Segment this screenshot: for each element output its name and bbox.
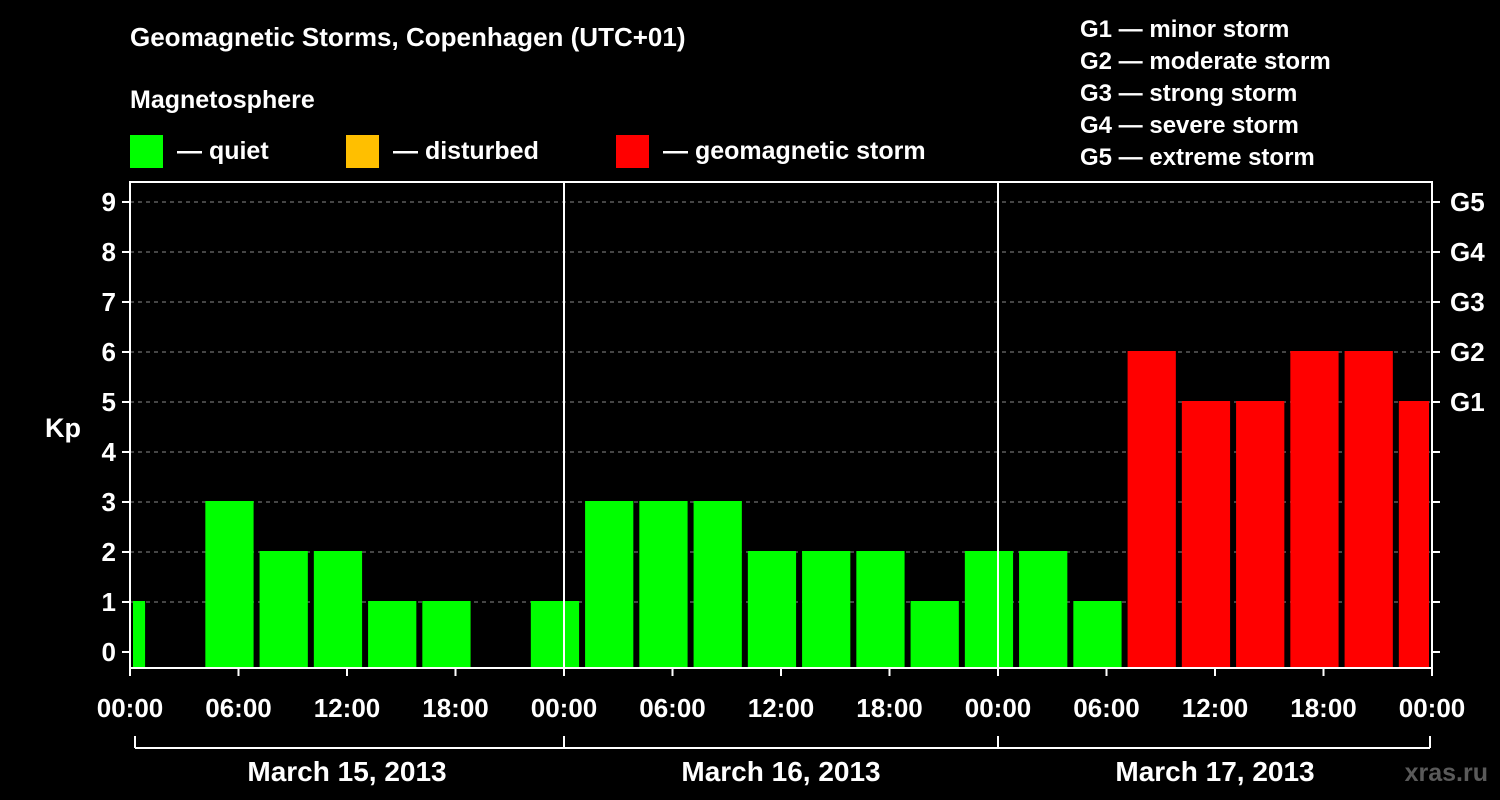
y-tick-label: 2 [102, 537, 116, 567]
kp-bar [313, 551, 363, 668]
legend-swatch-storm [616, 134, 649, 168]
g-scale-label: G2 [1450, 337, 1485, 367]
x-tick-label: 00:00 [1399, 693, 1466, 723]
g-scale-label: G1 [1450, 387, 1485, 417]
kp-bar [585, 501, 634, 668]
kp-bar [856, 551, 905, 668]
kp-bar [1344, 351, 1393, 668]
kp-bar [747, 551, 797, 668]
x-tick-label: 06:00 [639, 693, 706, 723]
storm-scale-g1: G1 — minor storm [1080, 16, 1290, 43]
kp-bar [802, 551, 851, 668]
y-axis-label: Kp [45, 413, 81, 443]
chart-title: Geomagnetic Storms, Copenhagen (UTC+01) [130, 22, 686, 52]
x-tick-label: 18:00 [1290, 693, 1357, 723]
kp-bar [910, 601, 959, 668]
x-tick-label: 06:00 [1073, 693, 1140, 723]
y-tick-label: 5 [102, 387, 116, 417]
legend-item-quiet: — quiet [130, 134, 269, 168]
x-tick-label: 18:00 [856, 693, 923, 723]
kp-bar [1073, 601, 1122, 668]
y-tick-label: 3 [102, 487, 116, 517]
legend-swatch-disturbed [346, 134, 379, 168]
kp-bar [259, 551, 308, 668]
legend-label-storm: — geomagnetic storm [663, 136, 926, 165]
y-tick-label: 6 [102, 337, 116, 367]
y-tick-label: 0 [102, 637, 116, 667]
legend-item-disturbed: — disturbed [346, 134, 539, 168]
storm-scale-g5: G5 — extreme storm [1080, 144, 1315, 171]
x-tick-label: 12:00 [314, 693, 381, 723]
kp-bar [133, 601, 146, 668]
g-scale-label: G4 [1450, 237, 1485, 267]
day-label: March 15, 2013 [247, 756, 446, 787]
storm-scale-g2: G2 — moderate storm [1080, 48, 1331, 75]
magnetosphere-heading: Magnetosphere [130, 86, 315, 114]
kp-bar [1127, 351, 1176, 668]
kp-bar [530, 601, 580, 668]
storm-scale-legend: G1 — minor storm G2 — moderate storm G3 … [1080, 14, 1331, 174]
storm-scale-g4: G4 — severe storm [1080, 112, 1299, 139]
x-tick-label: 18:00 [422, 693, 489, 723]
x-tick-label: 00:00 [97, 693, 164, 723]
kp-bar [368, 601, 417, 668]
kp-bar [1019, 551, 1068, 668]
kp-bar [1290, 351, 1339, 668]
g-scale-label: G5 [1450, 187, 1485, 217]
y-tick-label: 4 [102, 437, 117, 467]
x-tick-label: 12:00 [748, 693, 815, 723]
legend-label-disturbed: — disturbed [393, 136, 539, 165]
kp-bar [964, 551, 1014, 668]
kp-bar [422, 601, 471, 668]
kp-bar [639, 501, 688, 668]
x-tick-label: 00:00 [965, 693, 1032, 723]
day-label: March 17, 2013 [1115, 756, 1314, 787]
y-tick-label: 1 [102, 587, 116, 617]
y-tick-label: 9 [102, 187, 116, 217]
x-tick-label: 06:00 [205, 693, 272, 723]
g-scale-label: G3 [1450, 287, 1485, 317]
x-tick-label: 12:00 [1182, 693, 1249, 723]
legend-item-storm: — geomagnetic storm [616, 134, 926, 168]
kp-bar [1236, 401, 1285, 668]
kp-bar [1181, 401, 1231, 668]
watermark: xras.ru [1404, 759, 1488, 787]
y-tick-label: 8 [102, 237, 116, 267]
kp-bar [693, 501, 742, 668]
kp-bar [205, 501, 254, 668]
legend-label-quiet: — quiet [177, 136, 269, 165]
y-tick-label: 7 [102, 287, 116, 317]
x-tick-label: 00:00 [531, 693, 598, 723]
storm-scale-g3: G3 — strong storm [1080, 80, 1298, 107]
kp-bar [1398, 401, 1429, 668]
legend-swatch-quiet [130, 134, 163, 168]
day-label: March 16, 2013 [681, 756, 880, 787]
